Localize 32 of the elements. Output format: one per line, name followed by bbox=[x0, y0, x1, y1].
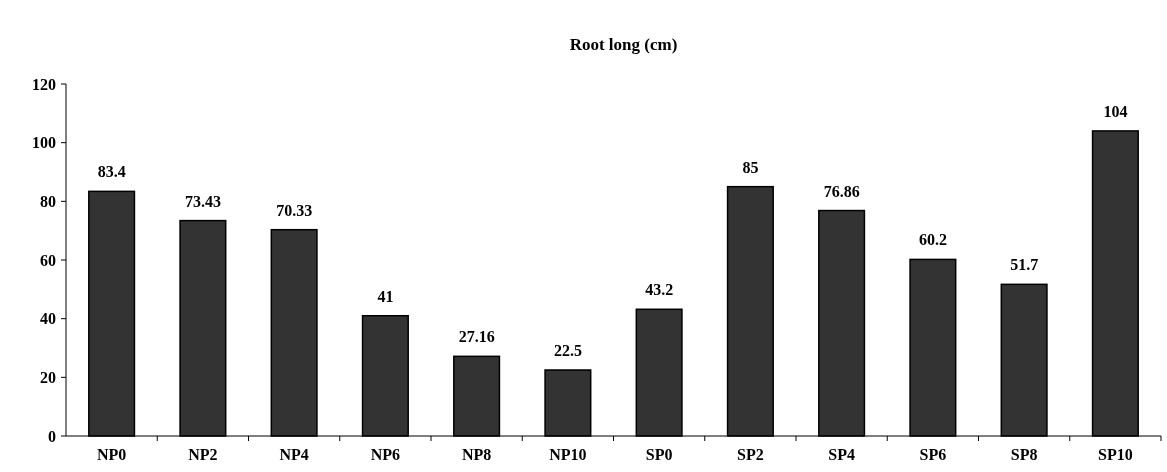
y-tick-label: 0 bbox=[48, 427, 56, 445]
y-tick-label: 20 bbox=[40, 368, 56, 386]
y-tick-label: 80 bbox=[40, 192, 56, 210]
y-tick-label: 120 bbox=[32, 75, 56, 93]
x-tick-label: NP0 bbox=[96, 446, 127, 463]
data-label: 51.7 bbox=[1010, 256, 1039, 274]
data-label: 104 bbox=[1103, 102, 1128, 120]
data-label: 43.2 bbox=[645, 281, 674, 299]
data-label: 22.5 bbox=[553, 342, 582, 359]
data-label: 70.33 bbox=[276, 201, 313, 219]
chart-title: Root long (cm) bbox=[569, 35, 678, 54]
x-tick-label: SP4 bbox=[828, 446, 855, 463]
x-tick-label: NP2 bbox=[188, 446, 218, 463]
x-tick-label: SP2 bbox=[737, 446, 764, 463]
y-tick-label: 40 bbox=[40, 310, 56, 328]
data-label: 73.43 bbox=[184, 192, 221, 210]
data-label: 41 bbox=[377, 287, 394, 305]
data-label: 27.16 bbox=[458, 328, 495, 346]
data-label: 83.4 bbox=[97, 163, 126, 181]
data-label: 60.2 bbox=[918, 231, 947, 249]
x-tick-label: SP6 bbox=[919, 446, 947, 463]
x-tick-label: NP8 bbox=[461, 446, 492, 463]
x-tick-label: SP0 bbox=[645, 446, 673, 463]
x-tick-label: SP10 bbox=[1098, 446, 1133, 463]
x-tick-label: NP4 bbox=[279, 446, 309, 463]
data-label: 85 bbox=[742, 158, 759, 176]
y-tick-label: 100 bbox=[32, 134, 56, 152]
x-tick-label: NP6 bbox=[370, 446, 401, 463]
x-tick-label: SP8 bbox=[1010, 446, 1038, 463]
x-tick-label: NP10 bbox=[549, 446, 587, 463]
data-label: 76.86 bbox=[823, 182, 860, 200]
y-tick-label: 60 bbox=[40, 251, 56, 269]
